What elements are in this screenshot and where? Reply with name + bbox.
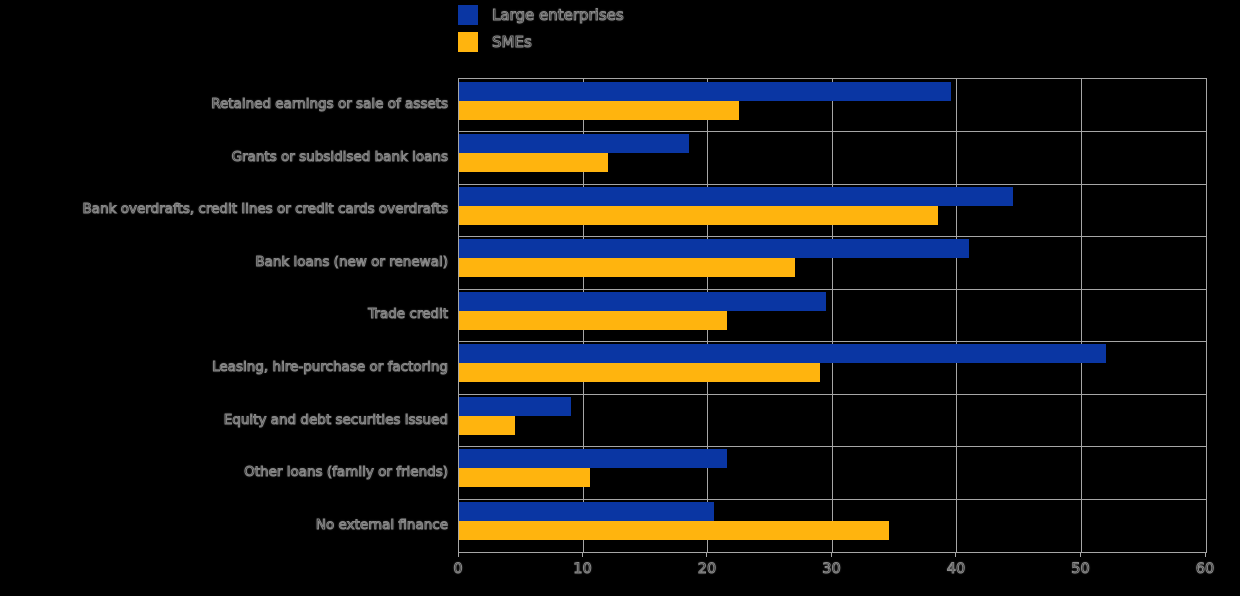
category-label: Bank loans (new or renewal) [255,253,449,270]
x-tick-mark-50 [1080,552,1081,557]
bar-large-enterprises-4 [459,291,827,311]
horizontal-gridline-4 [459,288,1206,290]
vertical-gridline-30 [832,79,833,552]
horizontal-gridline-2 [459,183,1206,185]
horizontal-gridline-7 [459,446,1206,448]
bar-large-enterprises-0 [459,81,951,101]
category-label: Equity and debt securities issued [223,411,448,428]
x-tick-label-20: 20 [697,561,717,578]
bar-smes-8 [459,520,889,540]
legend: Large enterprises SMEs [458,5,624,59]
horizontal-gridline-6 [459,393,1206,395]
category-label: Other loans (family or friends) [244,464,449,481]
category-label: No external finance [315,516,448,533]
bar-smes-3 [459,258,796,278]
x-tick-label-50: 50 [1071,561,1090,578]
bar-large-enterprises-8 [459,501,715,521]
bar-smes-7 [459,468,590,488]
bar-smes-2 [459,205,939,225]
x-tick-mark-20 [706,552,708,557]
legend-item-smes: SMEs [458,32,624,52]
category-label: Trade credit [368,306,449,323]
x-axis: 0 10 20 30 40 50 60 [453,552,1215,596]
x-tick-mark-40 [955,552,957,557]
category-label: Leasing, hire-purchase or factoring [212,359,449,376]
bar-large-enterprises-7 [459,449,727,469]
x-tick-label-10: 10 [573,561,592,578]
legend-label-large-enterprises: Large enterprises [492,6,625,25]
category-label: Retained earnings or sale of assets [211,96,449,113]
legend-swatch-smes [458,32,478,52]
bar-smes-0 [459,100,740,120]
x-tick-mark-30 [831,552,832,557]
bar-large-enterprises-3 [459,239,970,259]
bar-large-enterprises-6 [459,396,572,416]
horizontal-gridline-1 [459,131,1206,133]
x-tick-mark-0 [457,552,459,557]
category-label: Grants or subsidised bank loans [231,148,448,165]
x-tick-label-40: 40 [946,561,966,578]
category-label: Bank overdrafts, credit lines or credit … [82,201,448,218]
bar-smes-4 [459,310,727,330]
bar-large-enterprises-1 [459,134,690,154]
horizontal-gridline-8 [459,498,1206,500]
x-tick-mark-60 [1204,552,1206,557]
category-axis-labels: Retained earnings or sale of assets Grant… [0,78,448,551]
legend-item-large-enterprises: Large enterprises [458,5,624,25]
x-tick-label-0: 0 [453,561,463,578]
bar-smes-6 [459,415,516,435]
horizontal-gridline-3 [459,236,1206,238]
bar-large-enterprises-5 [459,344,1107,364]
x-tick-label-60: 60 [1195,561,1215,578]
x-tick-label-30: 30 [822,561,841,578]
x-tick-mark-10 [581,552,583,557]
bar-smes-1 [459,153,609,173]
vertical-gridline-50 [1081,79,1082,552]
bar-smes-5 [459,363,821,383]
vertical-gridline-40 [956,79,958,552]
legend-swatch-large-enterprises [458,5,478,25]
bar-large-enterprises-2 [459,186,1014,206]
horizontal-gridline-5 [459,341,1206,343]
plot-area [458,78,1207,553]
legend-label-smes: SMEs [492,33,533,52]
